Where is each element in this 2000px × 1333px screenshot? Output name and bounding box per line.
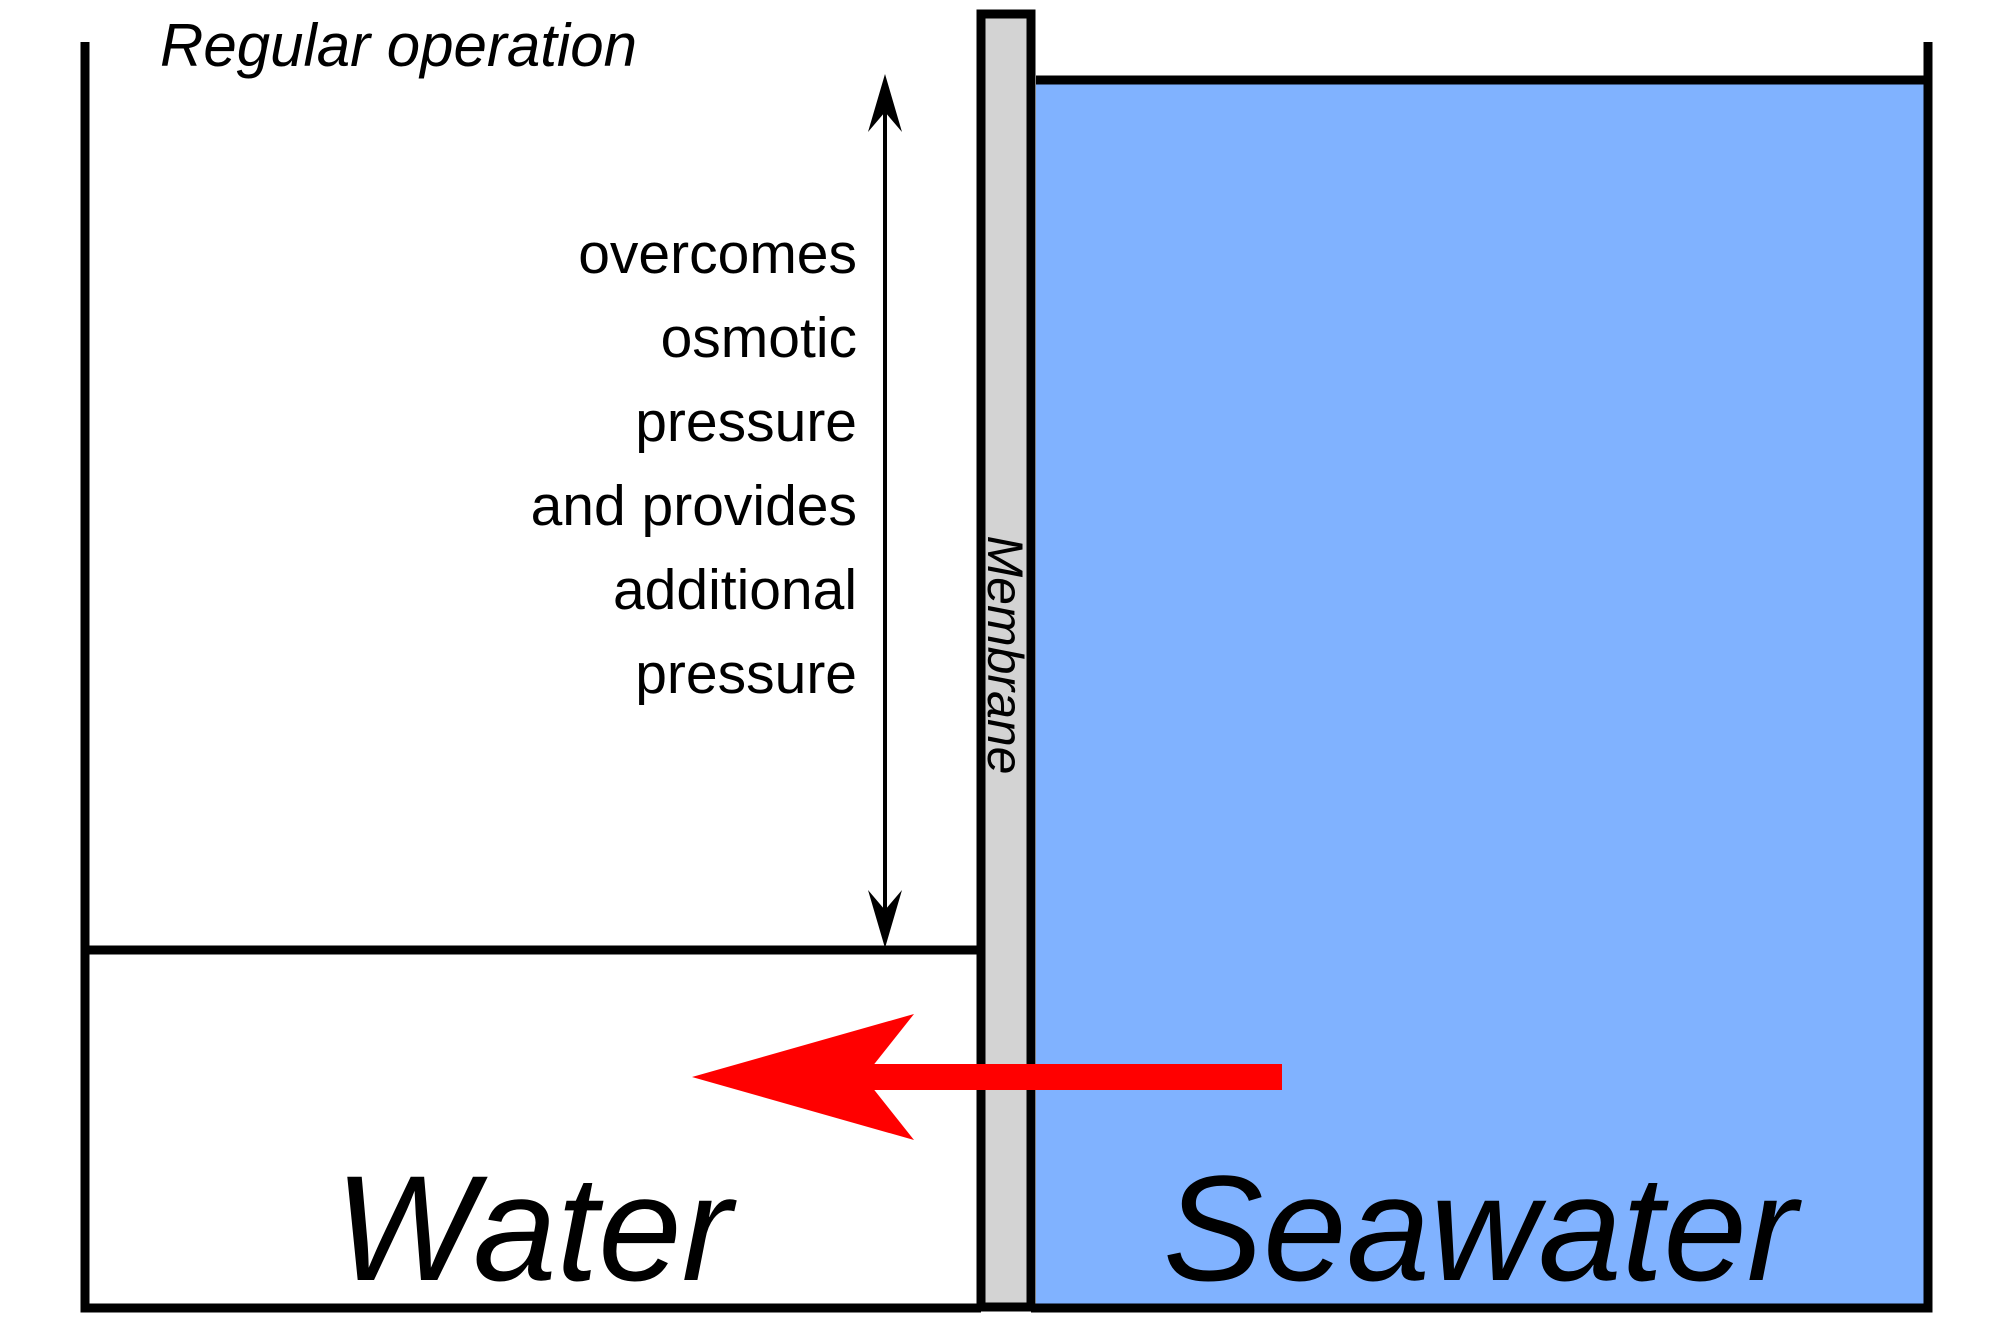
diagram-title: Regular operation: [160, 12, 637, 79]
flow-arrow: [692, 1014, 1282, 1140]
pressure-text-line: osmotic: [661, 306, 857, 370]
seawater-label: Seawater: [1163, 1144, 1802, 1312]
pressure-text-line: additional: [613, 558, 857, 622]
pressure-explanation: overcomes osmotic pressure and provides …: [531, 222, 857, 706]
pressure-double-arrow: [868, 74, 902, 948]
pressure-text-line: pressure: [635, 390, 857, 454]
right-container-wall: [1031, 42, 1933, 1313]
membrane-label: Membrane: [977, 536, 1033, 775]
pressure-text-line: and provides: [531, 474, 857, 538]
pressure-text-line: pressure: [635, 642, 857, 706]
seawater-region: [1036, 80, 1926, 1307]
left-container-wall: [80, 42, 981, 1313]
water-label: Water: [334, 1144, 736, 1312]
membrane: [976, 9, 1036, 1312]
pressure-text-line: overcomes: [578, 222, 857, 286]
